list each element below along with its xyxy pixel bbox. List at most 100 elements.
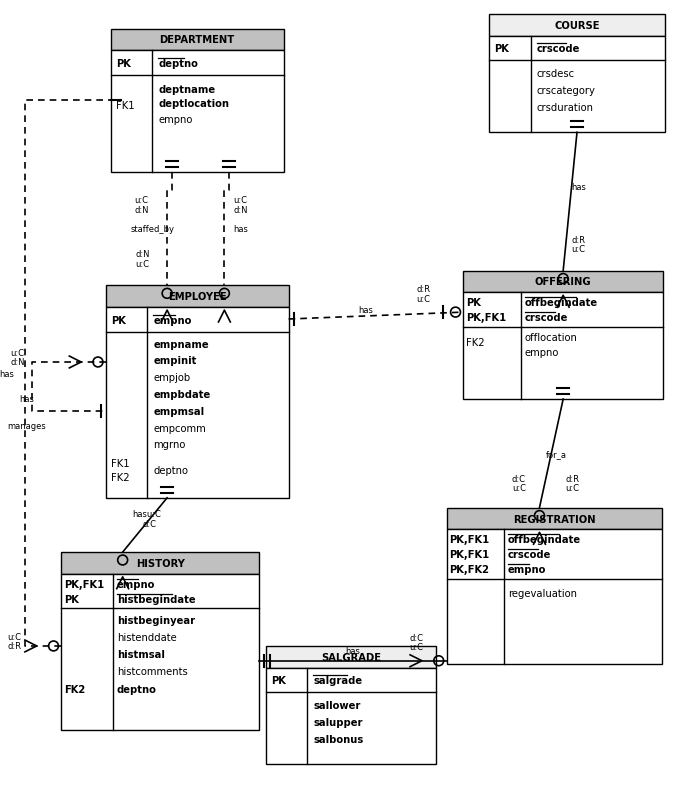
Text: deptno: deptno (158, 59, 198, 69)
Bar (266, 646, 436, 668)
Text: salupper: salupper (313, 717, 363, 727)
Text: SALGRADE: SALGRADE (321, 652, 381, 662)
Text: deptno: deptno (117, 685, 157, 695)
Text: offbegindate: offbegindate (524, 298, 598, 308)
Text: PK: PK (494, 44, 509, 54)
Text: COURSE: COURSE (554, 21, 600, 30)
Bar (111, 51, 284, 172)
Text: has: has (19, 395, 34, 403)
Text: u:C: u:C (571, 245, 585, 254)
Text: PK: PK (270, 675, 286, 685)
Text: PK,FK1: PK,FK1 (466, 313, 506, 322)
Text: has: has (571, 183, 586, 192)
Bar (464, 271, 663, 293)
Text: FK2: FK2 (111, 472, 130, 483)
Text: PK: PK (116, 59, 130, 69)
Text: empno: empno (524, 347, 559, 357)
Bar (489, 37, 665, 133)
Bar (106, 286, 288, 308)
Text: has: has (233, 225, 248, 234)
Text: u:C: u:C (7, 632, 21, 641)
Text: deptname: deptname (158, 85, 215, 95)
Bar (61, 553, 259, 574)
Text: has: has (359, 306, 373, 314)
Text: histmsal: histmsal (117, 649, 165, 659)
Text: u:C: u:C (416, 294, 430, 303)
Text: regevaluation: regevaluation (508, 588, 577, 597)
Text: empno: empno (153, 315, 192, 325)
Text: manages: manages (8, 421, 46, 430)
Bar (106, 308, 288, 498)
Text: u:C: u:C (512, 484, 526, 492)
Bar (446, 530, 662, 664)
Text: crscode: crscode (524, 313, 568, 322)
Text: d:C: d:C (142, 520, 157, 529)
Text: d:N: d:N (10, 358, 25, 367)
Text: REGISTRATION: REGISTRATION (513, 514, 595, 524)
Text: empname: empname (153, 339, 209, 350)
Text: PK,FK2: PK,FK2 (450, 564, 490, 574)
Text: DEPARTMENT: DEPARTMENT (159, 35, 235, 46)
Text: staffed_by: staffed_by (130, 225, 175, 234)
Text: FK2: FK2 (466, 338, 485, 347)
Text: d:R: d:R (416, 285, 430, 294)
Text: u:C: u:C (409, 642, 423, 651)
Text: empno: empno (508, 564, 546, 574)
Text: PK,FK1: PK,FK1 (64, 579, 105, 589)
Text: crscategory: crscategory (537, 86, 595, 95)
Text: empno: empno (158, 115, 193, 124)
Text: histbegindate: histbegindate (117, 593, 195, 604)
Text: u:C: u:C (135, 260, 150, 269)
Text: d:R: d:R (7, 642, 21, 650)
Bar (266, 668, 436, 764)
Bar (61, 574, 259, 730)
Text: crscode: crscode (537, 44, 580, 54)
Text: u:C: u:C (135, 196, 148, 205)
Text: FK2: FK2 (64, 685, 86, 695)
Text: u:C: u:C (565, 484, 579, 492)
Text: u:C: u:C (10, 348, 24, 357)
Text: PK,FK1: PK,FK1 (450, 549, 490, 559)
Bar (489, 14, 665, 37)
Bar (446, 508, 662, 530)
Text: histcomments: histcomments (117, 666, 188, 676)
Text: PK: PK (64, 593, 79, 604)
Text: histbeginyear: histbeginyear (117, 615, 195, 626)
Text: crsdesc: crsdesc (537, 69, 575, 79)
Text: d:N: d:N (135, 250, 150, 259)
Text: offbegindate: offbegindate (508, 535, 581, 545)
Text: deptno: deptno (153, 465, 188, 476)
Text: OFFERING: OFFERING (535, 277, 591, 287)
Text: empbdate: empbdate (153, 390, 210, 399)
Text: d:N: d:N (233, 205, 248, 215)
Text: d:C: d:C (409, 633, 423, 642)
Text: empjob: empjob (153, 373, 190, 383)
Text: hasu:C: hasu:C (132, 509, 161, 518)
Text: d:C: d:C (512, 474, 526, 483)
Text: u:C: u:C (233, 196, 247, 205)
Text: d:R: d:R (565, 474, 579, 483)
Text: mgrno: mgrno (153, 440, 186, 450)
Text: for_a: for_a (545, 449, 566, 458)
Text: d:R: d:R (571, 235, 585, 244)
Text: FK1: FK1 (116, 100, 135, 111)
Text: crsduration: crsduration (537, 103, 593, 112)
Text: PK,FK1: PK,FK1 (450, 535, 490, 545)
Text: PK: PK (466, 298, 481, 308)
Text: EMPLOYEE: EMPLOYEE (168, 292, 226, 302)
Text: crscode: crscode (508, 549, 551, 559)
Text: empno: empno (117, 579, 155, 589)
Text: has: has (346, 646, 360, 655)
Text: salgrade: salgrade (313, 675, 362, 685)
Text: has: has (0, 369, 14, 378)
Text: empmsal: empmsal (153, 407, 204, 416)
Text: d:N: d:N (135, 205, 149, 215)
Text: salbonus: salbonus (313, 734, 364, 744)
Text: offlocation: offlocation (524, 332, 578, 342)
Text: HISTORY: HISTORY (136, 558, 185, 569)
Text: histenddate: histenddate (117, 632, 177, 642)
Text: empcomm: empcomm (153, 423, 206, 433)
Bar (111, 30, 284, 51)
Text: sallower: sallower (313, 700, 361, 711)
Bar (464, 293, 663, 399)
